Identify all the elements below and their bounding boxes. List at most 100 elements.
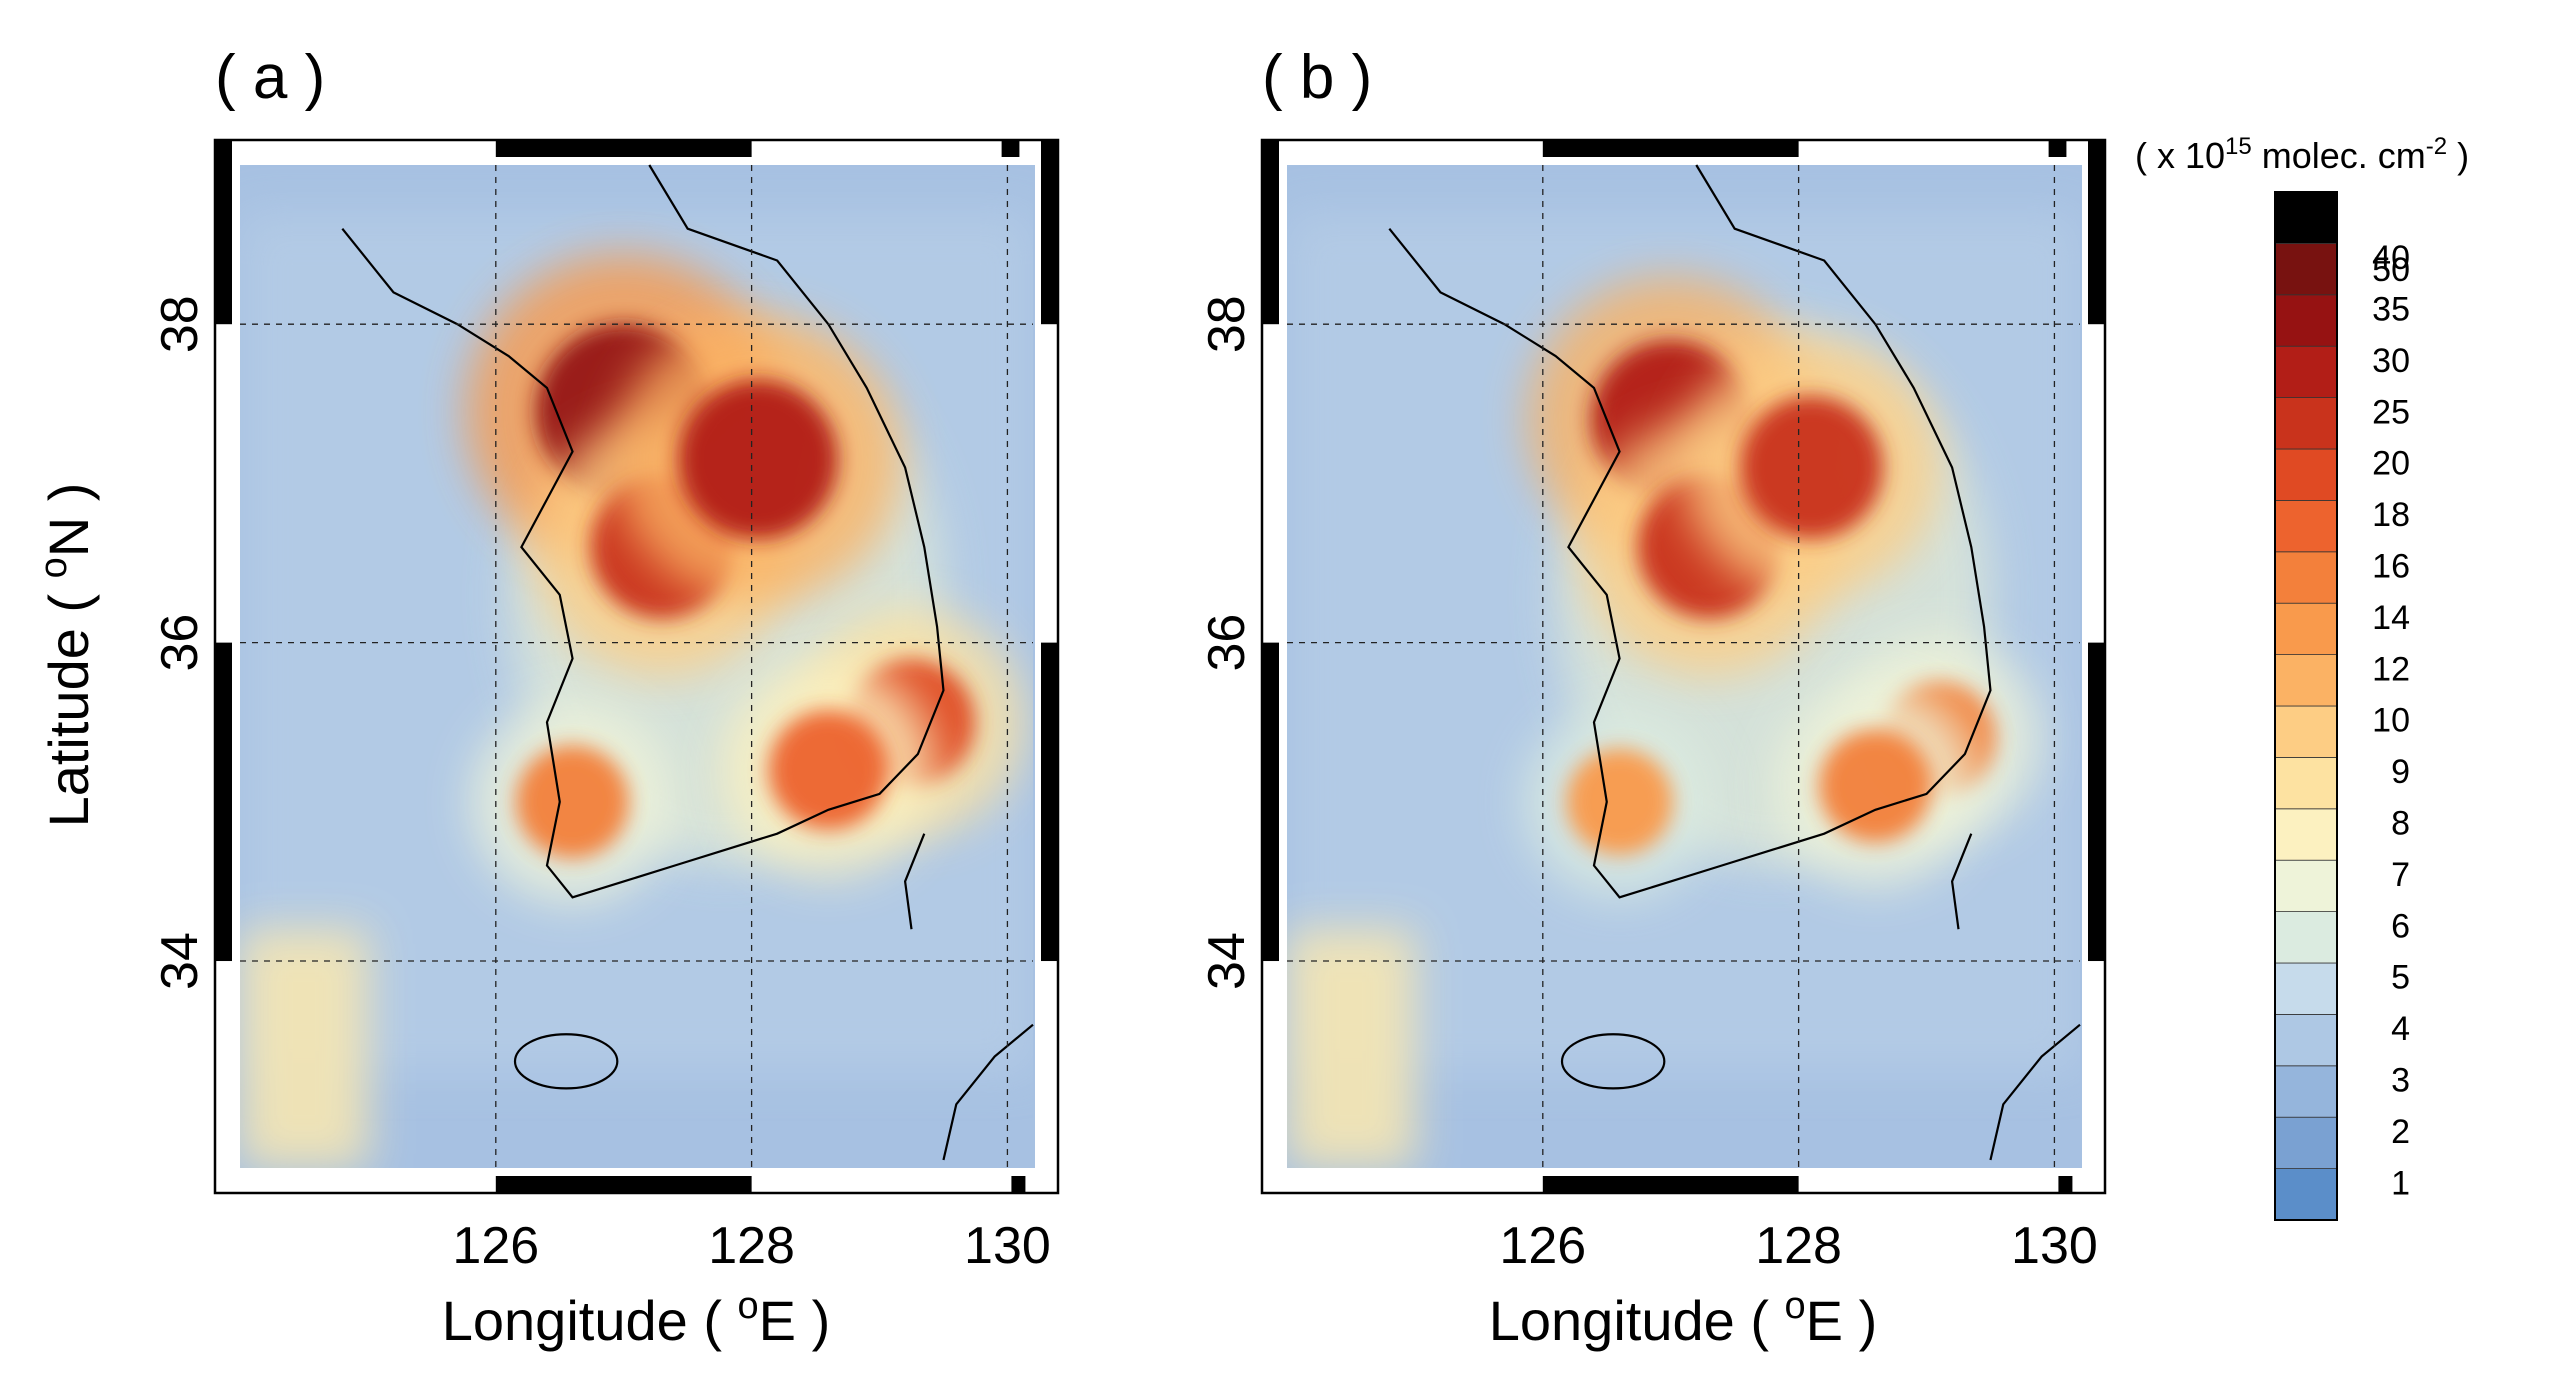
frame-tick-bar [1542,140,1799,157]
colorbar-swatch [2274,1168,2338,1221]
x-tick-label: 126 [1499,1217,1586,1275]
panel-b-gridlines [1287,165,2080,1168]
hotspot-core [516,745,629,859]
frame-tick-bar [215,642,232,962]
colorbar-label: 5 [2391,959,2410,997]
coastline-jeju [513,1033,619,1090]
map-panel-b: ( b ) 126 128 130 38 36 34 Longitude ( oE ) [1198,43,2107,1352]
colorbar-swatch [2274,499,2338,553]
frame-tick-bar [1011,1176,1026,1193]
colorbar-swatch [2274,757,2338,810]
hotspot-core [1740,396,1883,539]
colorbar-swatch [2274,551,2338,604]
colorbar-swatch [2274,1116,2338,1169]
colorbar-swatch [2274,654,2338,707]
coastline-mainland [341,164,945,899]
colorbar-label: 18 [2372,496,2410,534]
panel-a-x-axis-title: Longitude ( oE ) [442,1285,830,1352]
x-tick-label: 126 [452,1217,539,1275]
colorbar-label: 40 [2372,239,2410,277]
frame-tick-bar [2058,1176,2073,1193]
frame-tick-bar [2088,642,2105,962]
colorbar-border [2274,191,2338,1221]
coastline-kyushu [1989,1023,2081,1161]
colorbar-unit-label: ( x 1015 molec. cm-2 ) [2135,133,2469,176]
colorbar-swatch [2274,705,2338,758]
colorbar-label: 50 [2372,251,2410,289]
colorbar-label: 14 [2372,599,2410,637]
frame-tick-bar [2088,140,2105,325]
x-tick-label: 130 [2011,1217,2098,1275]
panel-b-y-tick-labels: 38 36 34 [1198,295,1256,990]
frame-tick-bar [495,140,752,157]
colorbar-swatch [2274,345,2338,399]
haze-southwest [1287,929,1415,1168]
colorbar-label: 35 [2372,291,2410,329]
panel-b-x-tick-labels: 126 128 130 [1499,1217,2097,1275]
colorbar-swatch [2274,1065,2338,1118]
panel-a-heatmap [240,212,1033,1168]
coastline-tsushima [903,833,926,930]
colorbar-label: 3 [2391,1062,2410,1100]
hotspot-core [768,710,889,830]
colorbar-swatch [2274,602,2338,656]
colorbar-swatch [2274,962,2338,1015]
panel-b-frame-ticks [1262,140,2105,1193]
colorbar-swatch [2274,859,2338,913]
y-axis-title: Latitude ( oN ) [33,483,100,828]
hotspot-core [678,380,838,540]
colorbar-label: 12 [2372,650,2410,688]
panel-b-heatmap [1287,212,2080,1168]
y-tick-label: 38 [151,295,209,353]
y-tick-label: 36 [151,614,209,672]
colorbar-label: 25 [2372,393,2410,431]
coastline-jeju [1560,1033,1666,1090]
colorbar-label: 4 [2391,1010,2410,1048]
colorbar-label: 16 [2372,548,2410,586]
colorbar-label: 20 [2372,445,2410,483]
frame-tick-bar [1041,642,1058,962]
colorbar-swatches [2274,191,2338,1221]
frame-tick-bar [1041,140,1058,325]
y-tick-label: 34 [1198,932,1256,990]
panel-a-gridlines [240,165,1033,1168]
colorbar-swatch [2274,448,2338,501]
colorbar-swatch [2274,397,2338,450]
y-tick-label: 36 [1198,614,1256,672]
hotspot-core [1818,729,1932,843]
colorbar-label: 1 [2391,1164,2410,1202]
panel-b-x-axis-title: Longitude ( oE ) [1489,1285,1877,1352]
x-tick-label: 130 [964,1217,1051,1275]
colorbar-swatch [2274,1014,2338,1067]
panel-a-x-tick-labels: 126 128 130 [452,1217,1050,1275]
panel-a-y-tick-labels: 38 36 34 [151,295,209,990]
x-tick-label: 128 [1755,1217,1842,1275]
colorbar-swatch [2274,911,2338,964]
frame-tick-bar [2048,140,2067,157]
x-tick-label: 128 [708,1217,795,1275]
frame-tick-bar [1001,140,1020,157]
colorbar-label: 2 [2391,1113,2410,1151]
panel-b-label: ( b ) [1262,43,1372,112]
coastline-kyushu [942,1023,1034,1161]
colorbar-swatch [2274,242,2338,296]
frame-tick-bar [215,140,232,325]
colorbar-label: 8 [2391,805,2410,843]
colorbar-swatch [2274,808,2338,861]
y-tick-label: 34 [151,932,209,990]
frame-tick-bar [1542,1176,1799,1193]
colorbar-label: 9 [2391,753,2410,791]
frame-tick-bar [1262,140,1279,325]
panel-a-coastline [341,164,1034,1161]
frame-tick-bar [495,1176,752,1193]
colorbar-label: 30 [2372,342,2410,380]
panel-a-label: ( a ) [215,43,325,112]
colorbar-label: 7 [2391,856,2410,894]
hotspot-core [1566,748,1673,855]
frame-tick-bar [1262,642,1279,962]
colorbar-swatch [2274,294,2338,347]
panel-a-frame-ticks [215,140,1058,1193]
